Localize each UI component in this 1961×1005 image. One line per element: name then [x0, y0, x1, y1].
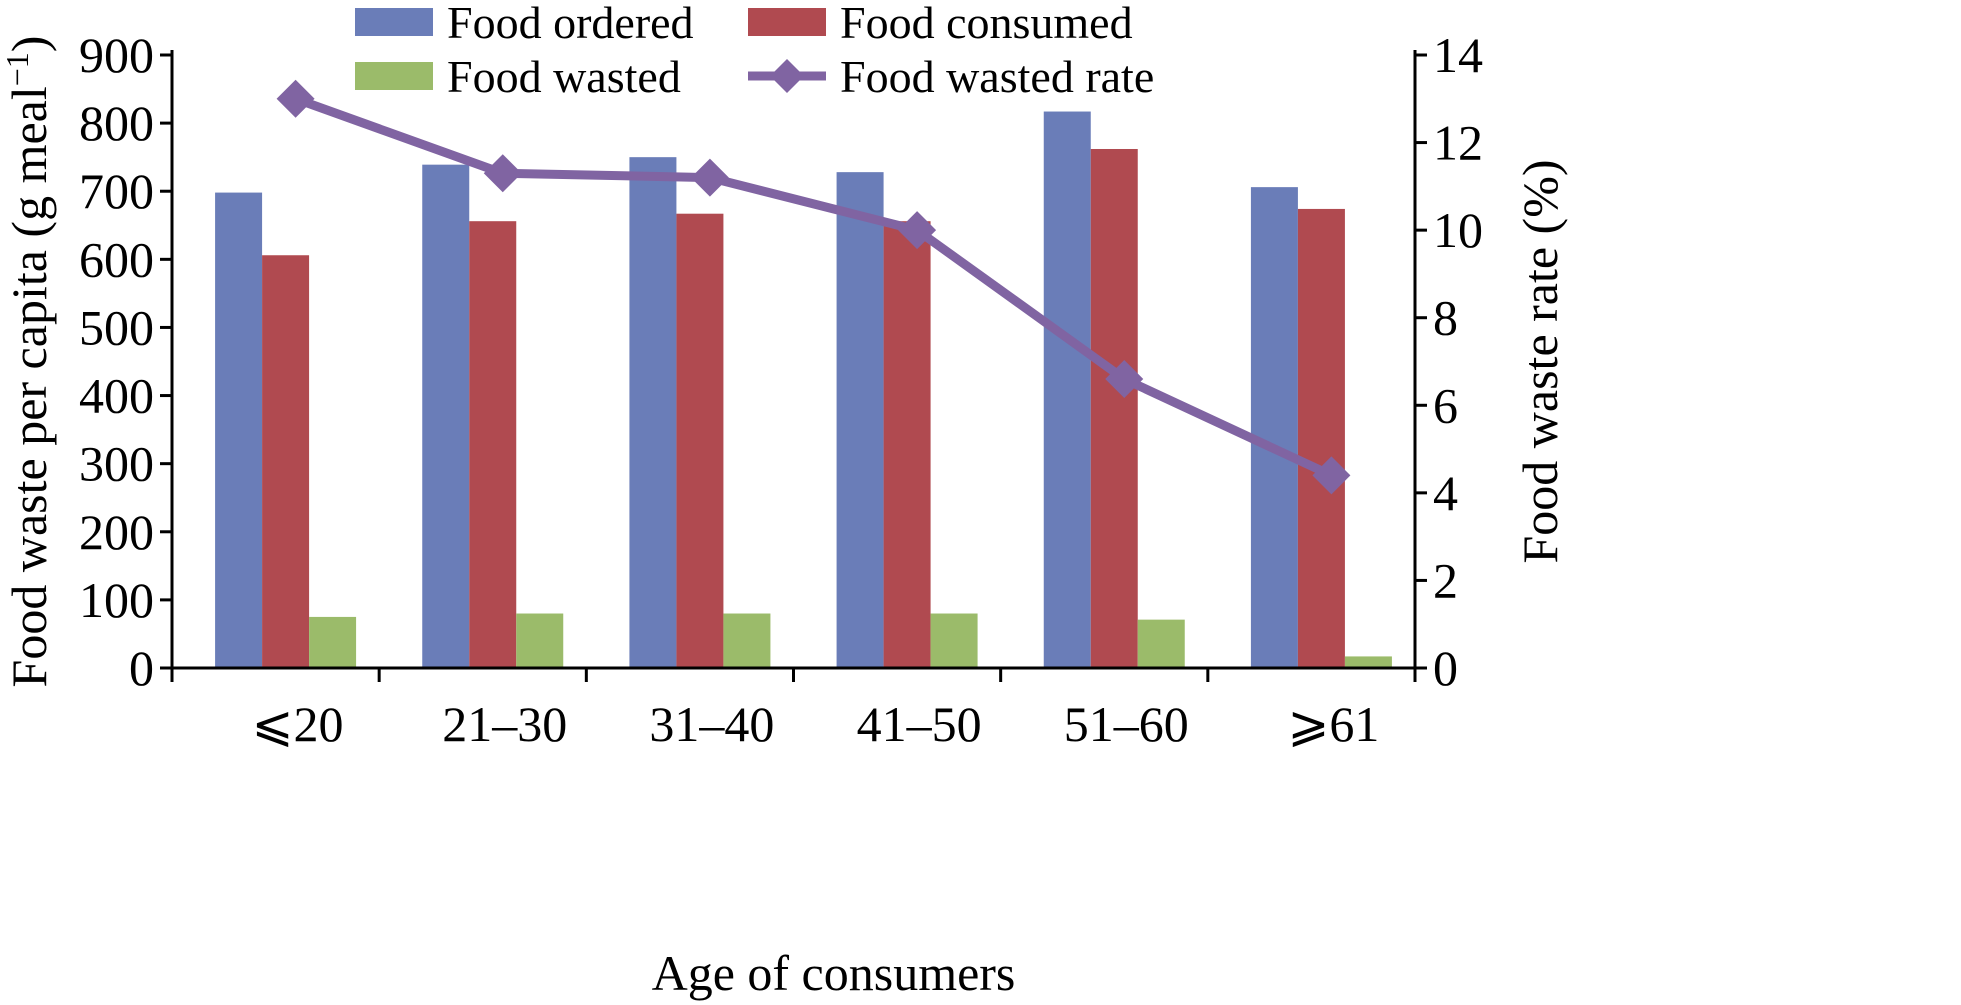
point-food-wasted-rate-3 — [898, 211, 937, 250]
y-tick-label-300: 300 — [79, 436, 154, 492]
line-layer — [276, 79, 1351, 495]
y-tick-label-100: 100 — [79, 572, 154, 628]
bar-food-consumed-0 — [262, 255, 310, 668]
point-food-wasted-rate-5 — [1312, 456, 1351, 495]
x-tick-label-4: 51–60 — [1064, 696, 1189, 752]
bar-food-wasted-4 — [1137, 619, 1185, 668]
x-tick-label-1: 21–30 — [442, 696, 567, 752]
legend-label-food-ordered: Food ordered — [447, 0, 694, 48]
x-tick-label-5: ⩾61 — [1287, 696, 1379, 752]
y2-tick-label-14: 14 — [1433, 27, 1483, 83]
y-tick-label-800: 800 — [79, 95, 154, 151]
y2-axis-title: Food waste rate (%) — [1512, 159, 1568, 563]
bar-food-wasted-2 — [723, 613, 771, 668]
axes-layer — [160, 50, 1427, 682]
point-food-wasted-rate-4 — [1105, 360, 1144, 399]
legend: Food ordered Food consumed Food wasted Food… — [355, 0, 1154, 102]
bar-food-wasted-1 — [516, 613, 564, 668]
y-tick-label-500: 500 — [79, 299, 154, 355]
point-food-wasted-rate-1 — [483, 154, 522, 193]
y2-tick-label-2: 2 — [1433, 552, 1458, 608]
bar-food-wasted-5 — [1344, 656, 1392, 668]
legend-label-food-consumed: Food consumed — [840, 0, 1133, 48]
line-food-wasted-rate — [294, 94, 1334, 480]
bar-food-consumed-4 — [1090, 148, 1138, 668]
y2-tick-label-12: 12 — [1433, 115, 1483, 171]
y-tick-label-0: 0 — [129, 640, 154, 696]
y2-tick-label-0: 0 — [1433, 640, 1458, 696]
legend-swatch-food-consumed — [748, 8, 826, 36]
legend-swatch-food-wasted — [355, 62, 433, 90]
y-axis-title: Food waste per capita (g meal−1) — [0, 36, 57, 688]
y-tick-label-700: 700 — [79, 163, 154, 219]
bar-food-ordered-1 — [422, 164, 470, 669]
y-axis-title-main: Food waste per capita (g meal — [1, 86, 57, 687]
y-axis-title-close: ) — [1, 36, 57, 53]
x-axis-title: Age of consumers — [652, 945, 1016, 1001]
bar-food-wasted-3 — [930, 613, 978, 668]
legend-marker-food-wasted-rate — [770, 59, 804, 93]
labels-layer: 0 100 200 300 400 500 600 700 800 900 0 2 4 6 8 10 12 14 ⩽… — [0, 27, 1568, 1001]
bars-layer — [215, 111, 1392, 669]
bar-food-consumed-2 — [676, 213, 724, 668]
legend-label-food-wasted-rate: Food wasted rate — [840, 51, 1154, 102]
bar-food-ordered-0 — [215, 192, 263, 668]
y2-tick-label-8: 8 — [1433, 290, 1458, 346]
bar-food-consumed-1 — [469, 221, 517, 669]
y-tick-label-600: 600 — [79, 231, 154, 287]
bar-food-ordered-4 — [1043, 111, 1091, 668]
y-tick-label-200: 200 — [79, 504, 154, 560]
point-food-wasted-rate-2 — [690, 158, 729, 197]
legend-swatch-food-ordered — [355, 8, 433, 36]
bar-food-ordered-5 — [1250, 187, 1298, 668]
x-tick-label-3: 41–50 — [857, 696, 982, 752]
bar-food-wasted-0 — [309, 616, 357, 668]
y2-tick-label-6: 6 — [1433, 377, 1458, 433]
bar-food-ordered-3 — [836, 172, 884, 668]
y2-tick-label-10: 10 — [1433, 202, 1483, 258]
x-tick-label-0: ⩽20 — [252, 696, 344, 752]
y2-tick-label-4: 4 — [1433, 465, 1458, 521]
legend-label-food-wasted: Food wasted — [447, 51, 681, 102]
y-tick-label-400: 400 — [79, 368, 154, 424]
point-food-wasted-rate-0 — [276, 79, 315, 118]
bar-food-consumed-3 — [883, 221, 931, 669]
x-tick-label-2: 31–40 — [649, 696, 774, 752]
bar-food-ordered-2 — [629, 157, 677, 668]
bar-food-consumed-5 — [1297, 208, 1345, 669]
y-tick-label-900: 900 — [79, 27, 154, 83]
y-axis-title-superscript: −1 — [0, 52, 35, 86]
